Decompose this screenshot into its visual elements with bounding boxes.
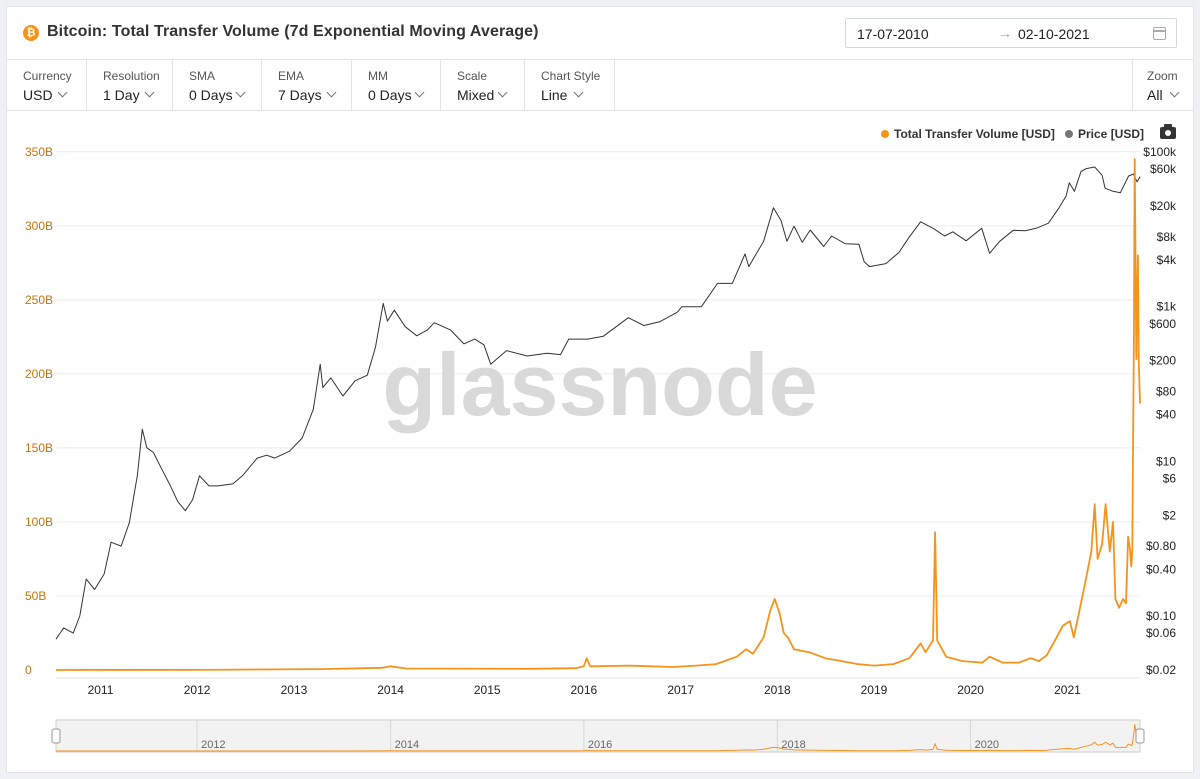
watermark: glassnode (382, 335, 817, 434)
navigator-right-handle[interactable] (1135, 728, 1145, 744)
scale-label: Scale (457, 69, 488, 83)
right-tick-label: $0.80 (1146, 539, 1176, 553)
left-tick-label: 200B (25, 367, 53, 381)
navigator-label: 2014 (395, 739, 419, 751)
date-range-picker[interactable]: 17-07-2010 → 02-10-2021 (845, 18, 1177, 48)
legend-item-price[interactable]: Price [USD] (1065, 127, 1144, 141)
x-tick-label: 2019 (861, 683, 888, 697)
legend-item-volume[interactable]: Total Transfer Volume [USD] (881, 127, 1055, 141)
right-tick-label: $0.40 (1146, 562, 1176, 576)
x-axis: 2011 2012 2013 2014 2015 2016 2017 2018 2019 2020… (56, 677, 1140, 697)
grid-lines (56, 151, 1140, 597)
chart-title: Bitcoin: Total Transfer Volume (7d Expon… (47, 23, 539, 40)
x-tick-label: 2020 (957, 683, 984, 697)
left-tick-label: 350B (25, 145, 53, 159)
ema-value: 7 Days (278, 87, 322, 103)
resolution-label: Resolution (103, 69, 160, 83)
right-tick-label: $600 (1149, 317, 1176, 331)
scale-value: Mixed (457, 87, 495, 103)
right-tick-label: $1k (1157, 300, 1177, 314)
range-navigator[interactable]: 2012 2014 2016 2018 2020 (51, 719, 1145, 753)
navigator-label: 2018 (781, 739, 805, 751)
zoom-value: All (1147, 87, 1163, 103)
chart-style-dropdown[interactable]: Chart Style Line (525, 60, 615, 111)
plot-area (55, 158, 1141, 671)
right-tick-label: $0.10 (1146, 609, 1176, 623)
right-tick-label: $8k (1157, 230, 1177, 244)
right-tick-label: $2 (1163, 508, 1177, 522)
right-tick-label: $6 (1163, 471, 1177, 485)
x-tick-label: 2011 (88, 683, 114, 697)
navigator-label: 2012 (201, 739, 225, 751)
date-from-input[interactable]: 17-07-2010 (857, 26, 929, 42)
mm-value: 0 Days (368, 87, 412, 103)
mm-dropdown[interactable]: MM 0 Days (352, 60, 441, 111)
right-tick-label: $100k (1143, 145, 1177, 159)
sma-label: SMA (189, 69, 216, 83)
sma-dropdown[interactable]: SMA 0 Days (173, 60, 262, 111)
chart-style-value: Line (541, 87, 568, 103)
x-tick-label: 2021 (1054, 683, 1081, 697)
arrow-right-icon: → (998, 25, 1012, 41)
navigator-series-line (56, 724, 1141, 752)
x-tick-label: 2013 (281, 683, 308, 697)
left-tick-label: 0 (25, 663, 32, 677)
left-axis: 0 50B 100B 150B 200B 250B 300B 350B (25, 145, 53, 677)
navigator-window (55, 719, 1141, 753)
right-tick-label: $20k (1150, 199, 1177, 213)
date-to-input[interactable]: 02-10-2021 (1018, 26, 1090, 42)
right-axis: $0.02 $0.06 $0.10 $0.40 $0.80 $2 $6 $10 $40 $80 $2… (1143, 145, 1177, 677)
resolution-value: 1 Day (103, 87, 140, 103)
right-tick-label: $10 (1156, 454, 1176, 468)
resolution-dropdown[interactable]: Resolution 1 Day (87, 60, 173, 111)
camera-icon[interactable] (1160, 124, 1176, 139)
title-bar: ₿ Bitcoin: Total Transfer Volume (7d Exp… (7, 7, 1193, 59)
left-tick-label: 50B (25, 589, 46, 603)
currency-value: USD (23, 87, 53, 103)
legend-marker (881, 130, 889, 138)
legend-label: Total Transfer Volume [USD] (894, 127, 1055, 141)
right-tick-label: $0.06 (1146, 626, 1176, 640)
right-tick-label: $200 (1149, 354, 1176, 368)
sma-value: 0 Days (189, 87, 233, 103)
x-tick-label: 2018 (764, 683, 791, 697)
navigator-label: 2016 (588, 739, 612, 751)
zoom-label: Zoom (1147, 69, 1178, 83)
chart-controls: Currency USD Resolution 1 Day SMA 0 Days… (7, 59, 1193, 111)
zoom-dropdown[interactable]: Zoom All (1132, 60, 1194, 111)
legend-marker (1065, 130, 1073, 138)
calendar-icon[interactable] (1153, 27, 1166, 40)
right-tick-label: $4k (1157, 253, 1177, 267)
price-series-line (55, 166, 1141, 640)
ema-dropdown[interactable]: EMA 7 Days (262, 60, 352, 111)
chart-panel: ₿ Bitcoin: Total Transfer Volume (7d Exp… (6, 6, 1194, 773)
navigator-left-handle[interactable] (51, 728, 61, 744)
mm-label: MM (368, 69, 388, 83)
legend-label: Price [USD] (1078, 127, 1145, 141)
right-tick-label: $0.02 (1146, 663, 1176, 677)
right-tick-label: $40 (1156, 408, 1176, 422)
right-tick-label: $80 (1156, 384, 1176, 398)
right-tick-label: $60k (1150, 162, 1177, 176)
x-tick-label: 2012 (184, 683, 211, 697)
x-tick-label: 2016 (570, 683, 597, 697)
navigator-label: 2020 (975, 739, 999, 751)
ema-label: EMA (278, 69, 305, 83)
volume-series-line (55, 158, 1141, 671)
currency-label: Currency (23, 69, 72, 83)
x-tick-label: 2017 (667, 683, 694, 697)
chart-style-label: Chart Style (541, 69, 601, 83)
currency-dropdown[interactable]: Currency USD (7, 60, 87, 111)
x-tick-label: 2014 (377, 683, 404, 697)
x-tick-label: 2015 (474, 683, 501, 697)
left-tick-label: 100B (25, 515, 53, 529)
left-tick-label: 150B (25, 441, 53, 455)
left-tick-label: 300B (25, 219, 53, 233)
left-tick-label: 250B (25, 293, 53, 307)
bitcoin-icon: ₿ (23, 25, 39, 41)
scale-dropdown[interactable]: Scale Mixed (441, 60, 525, 111)
